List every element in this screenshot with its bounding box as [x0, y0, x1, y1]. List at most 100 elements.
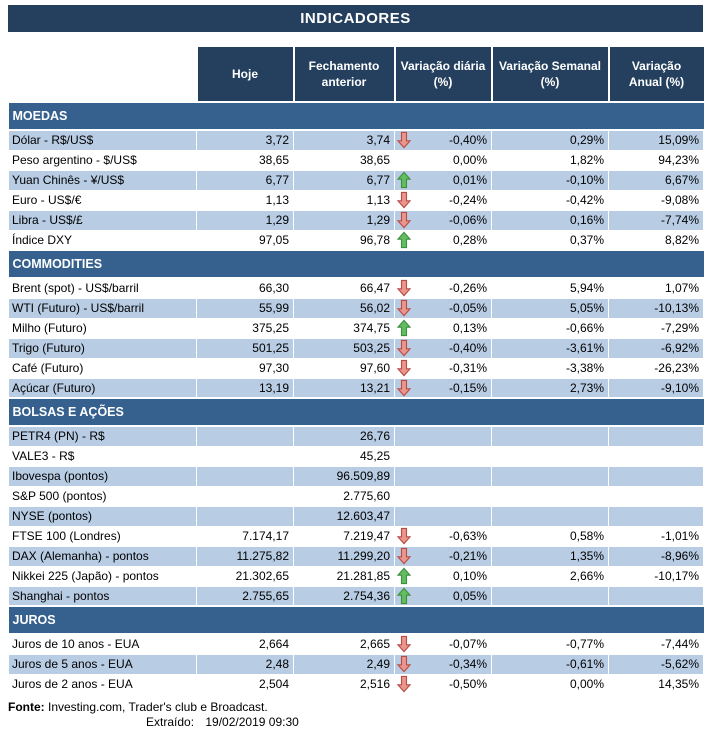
down-arrow-icon	[397, 339, 411, 357]
cell-hoje: 55,99	[196, 297, 294, 319]
down-arrow-icon	[397, 191, 411, 209]
up-arrow-icon	[397, 171, 411, 189]
cell-label: Juros de 2 anos - EUA	[8, 673, 197, 695]
cell-variacao-semanal: -0,66%	[491, 317, 609, 339]
column-header-hoje: Hoje	[195, 47, 294, 102]
cell-variacao-diaria	[394, 505, 492, 527]
cell-hoje: 2,504	[196, 673, 294, 695]
cell-variacao-anual: -9,10%	[608, 377, 704, 399]
cell-variacao-anual: -6,92%	[608, 337, 704, 359]
table-row-libra-us: Libra - US$/£ 1,29 1,29 -0,06% 0,16% -7,74%	[8, 209, 704, 231]
cell-fechamento-anterior: 1,29	[293, 209, 395, 231]
indicators-tbody: MOEDAS Dólar - R$/US$ 3,72 3,74 -0,40% 0,29% 1…	[8, 101, 704, 695]
cell-fechamento-anterior: 2.754,36	[293, 585, 395, 607]
table-row-euro-us: Euro - US$/€ 1,13 1,13 -0,24% -0,42% -9,08%	[8, 189, 704, 211]
section-header-commodities: COMMODITIES	[8, 249, 704, 279]
cell-variacao-semanal	[491, 425, 609, 447]
cell-fechamento-anterior: 45,25	[293, 445, 395, 467]
table-row-acucar-futuro: Açúcar (Futuro) 13,19 13,21 -0,15% 2,73% -9,1…	[8, 377, 704, 399]
down-arrow-icon	[397, 527, 411, 545]
table-row-trigo-futuro: Trigo (Futuro) 501,25 503,25 -0,40% -3,61% -6…	[8, 337, 704, 359]
cell-variacao-semanal: 0,16%	[491, 209, 609, 231]
cell-hoje	[196, 485, 294, 507]
down-arrow-icon	[397, 547, 411, 565]
cell-variacao-diaria: 0,13%	[394, 317, 492, 339]
cell-hoje: 3,72	[196, 129, 294, 151]
cell-variacao-anual: -7,74%	[608, 209, 704, 231]
source-label: Fonte:	[8, 699, 45, 714]
cell-variacao-semanal	[491, 505, 609, 527]
section-header-juros: JUROS	[8, 605, 704, 635]
cell-label: Euro - US$/€	[8, 189, 197, 211]
cell-fechamento-anterior: 2,49	[293, 653, 395, 675]
table-row-juros-de-5-anos-eua: Juros de 5 anos - EUA 2,48 2,49 -0,34% -0,61…	[8, 653, 704, 675]
cell-variacao-semanal: 0,37%	[491, 229, 609, 251]
table-row-ftse-100-londres: FTSE 100 (Londres) 7.174,17 7.219,47 -0,63%…	[8, 525, 704, 547]
cell-variacao-diaria: -0,40%	[394, 129, 492, 151]
cell-label: S&P 500 (pontos)	[8, 485, 197, 507]
cell-label: Índice DXY	[8, 229, 197, 251]
cell-fechamento-anterior: 7.219,47	[293, 525, 395, 547]
cell-fechamento-anterior: 26,76	[293, 425, 395, 447]
cell-variacao-diaria: 0,28%	[394, 229, 492, 251]
cell-fechamento-anterior: 2.775,60	[293, 485, 395, 507]
cell-variacao-anual: 94,23%	[608, 149, 704, 171]
cell-variacao-semanal: 2,73%	[491, 377, 609, 399]
cell-variacao-diaria: 0,05%	[394, 585, 492, 607]
cell-hoje: 375,25	[196, 317, 294, 339]
table-row-vale3-r: VALE3 - R$ 45,25	[8, 445, 704, 467]
up-arrow-icon	[397, 567, 411, 585]
down-arrow-icon	[397, 379, 411, 397]
cell-label: DAX (Alemanha) - pontos	[8, 545, 197, 567]
cell-variacao-semanal: 0,58%	[491, 525, 609, 547]
cell-variacao-diaria: -0,63%	[394, 525, 492, 547]
cell-label: Café (Futuro)	[8, 357, 197, 379]
cell-variacao-anual: -10,17%	[608, 565, 704, 587]
cell-hoje: 7.174,17	[196, 525, 294, 547]
cell-hoje: 97,05	[196, 229, 294, 251]
cell-variacao-anual: -10,13%	[608, 297, 704, 319]
cell-variacao-semanal: -3,61%	[491, 337, 609, 359]
table-row-s-p-500-pontos: S&P 500 (pontos) 2.775,60	[8, 485, 704, 507]
down-arrow-icon	[397, 211, 411, 229]
cell-label: VALE3 - R$	[8, 445, 197, 467]
cell-variacao-anual	[608, 585, 704, 607]
cell-hoje: 1,29	[196, 209, 294, 231]
cell-fechamento-anterior: 11.299,20	[293, 545, 395, 567]
cell-variacao-diaria: 0,00%	[394, 149, 492, 171]
cell-variacao-semanal: 2,66%	[491, 565, 609, 587]
cell-hoje: 66,30	[196, 277, 294, 299]
down-arrow-icon	[397, 299, 411, 317]
table-row-milho-futuro: Milho (Futuro) 375,25 374,75 0,13% -0,66% -7,…	[8, 317, 704, 339]
extracted-label: Extraído:	[146, 714, 195, 729]
table-row-yuan-chines-us: Yuan Chinês - ¥/US$ 6,77 6,77 0,01% -0,10% 6,…	[8, 169, 704, 191]
cell-variacao-semanal: -0,77%	[491, 633, 609, 655]
cell-variacao-anual	[608, 465, 704, 487]
cell-fechamento-anterior: 66,47	[293, 277, 395, 299]
cell-variacao-diaria	[394, 445, 492, 467]
up-arrow-icon	[397, 587, 411, 604]
cell-variacao-anual: 1,07%	[608, 277, 704, 299]
cell-variacao-anual: -1,01%	[608, 525, 704, 547]
cell-label: NYSE (pontos)	[8, 505, 197, 527]
down-arrow-icon	[397, 675, 411, 693]
cell-label: Açúcar (Futuro)	[8, 377, 197, 399]
cell-label: Milho (Futuro)	[8, 317, 197, 339]
indicators-table: Hoje Fechamento anterior Variação diária…	[8, 47, 704, 695]
table-row-indice-dxy: Índice DXY 97,05 96,78 0,28% 0,37% 8,82%	[8, 229, 704, 251]
table-row-cafe-futuro: Café (Futuro) 97,30 97,60 -0,31% -3,38% -26,2…	[8, 357, 704, 379]
table-row-brent-spot-us-barril: Brent (spot) - US$/barril 66,30 66,47 -0,26…	[8, 277, 704, 299]
column-header-fechamento-anterior: Fechamento anterior	[292, 47, 395, 102]
cell-variacao-diaria: -0,40%	[394, 337, 492, 359]
cell-fechamento-anterior: 6,77	[293, 169, 395, 191]
cell-variacao-semanal	[491, 445, 609, 467]
cell-variacao-anual: -5,62%	[608, 653, 704, 675]
cell-fechamento-anterior: 96.509,89	[293, 465, 395, 487]
down-arrow-icon	[397, 359, 411, 377]
cell-label: Nikkei 225 (Japão) - pontos	[8, 565, 197, 587]
table-row-dolar-r-us: Dólar - R$/US$ 3,72 3,74 -0,40% 0,29% 15,09%	[8, 129, 704, 151]
column-header-variacao-diaria: Variação diária (%)	[393, 47, 492, 102]
up-arrow-icon	[397, 319, 411, 337]
cell-fechamento-anterior: 56,02	[293, 297, 395, 319]
table-row-juros-de-10-anos-eua: Juros de 10 anos - EUA 2,664 2,665 -0,07% -0…	[8, 633, 704, 655]
